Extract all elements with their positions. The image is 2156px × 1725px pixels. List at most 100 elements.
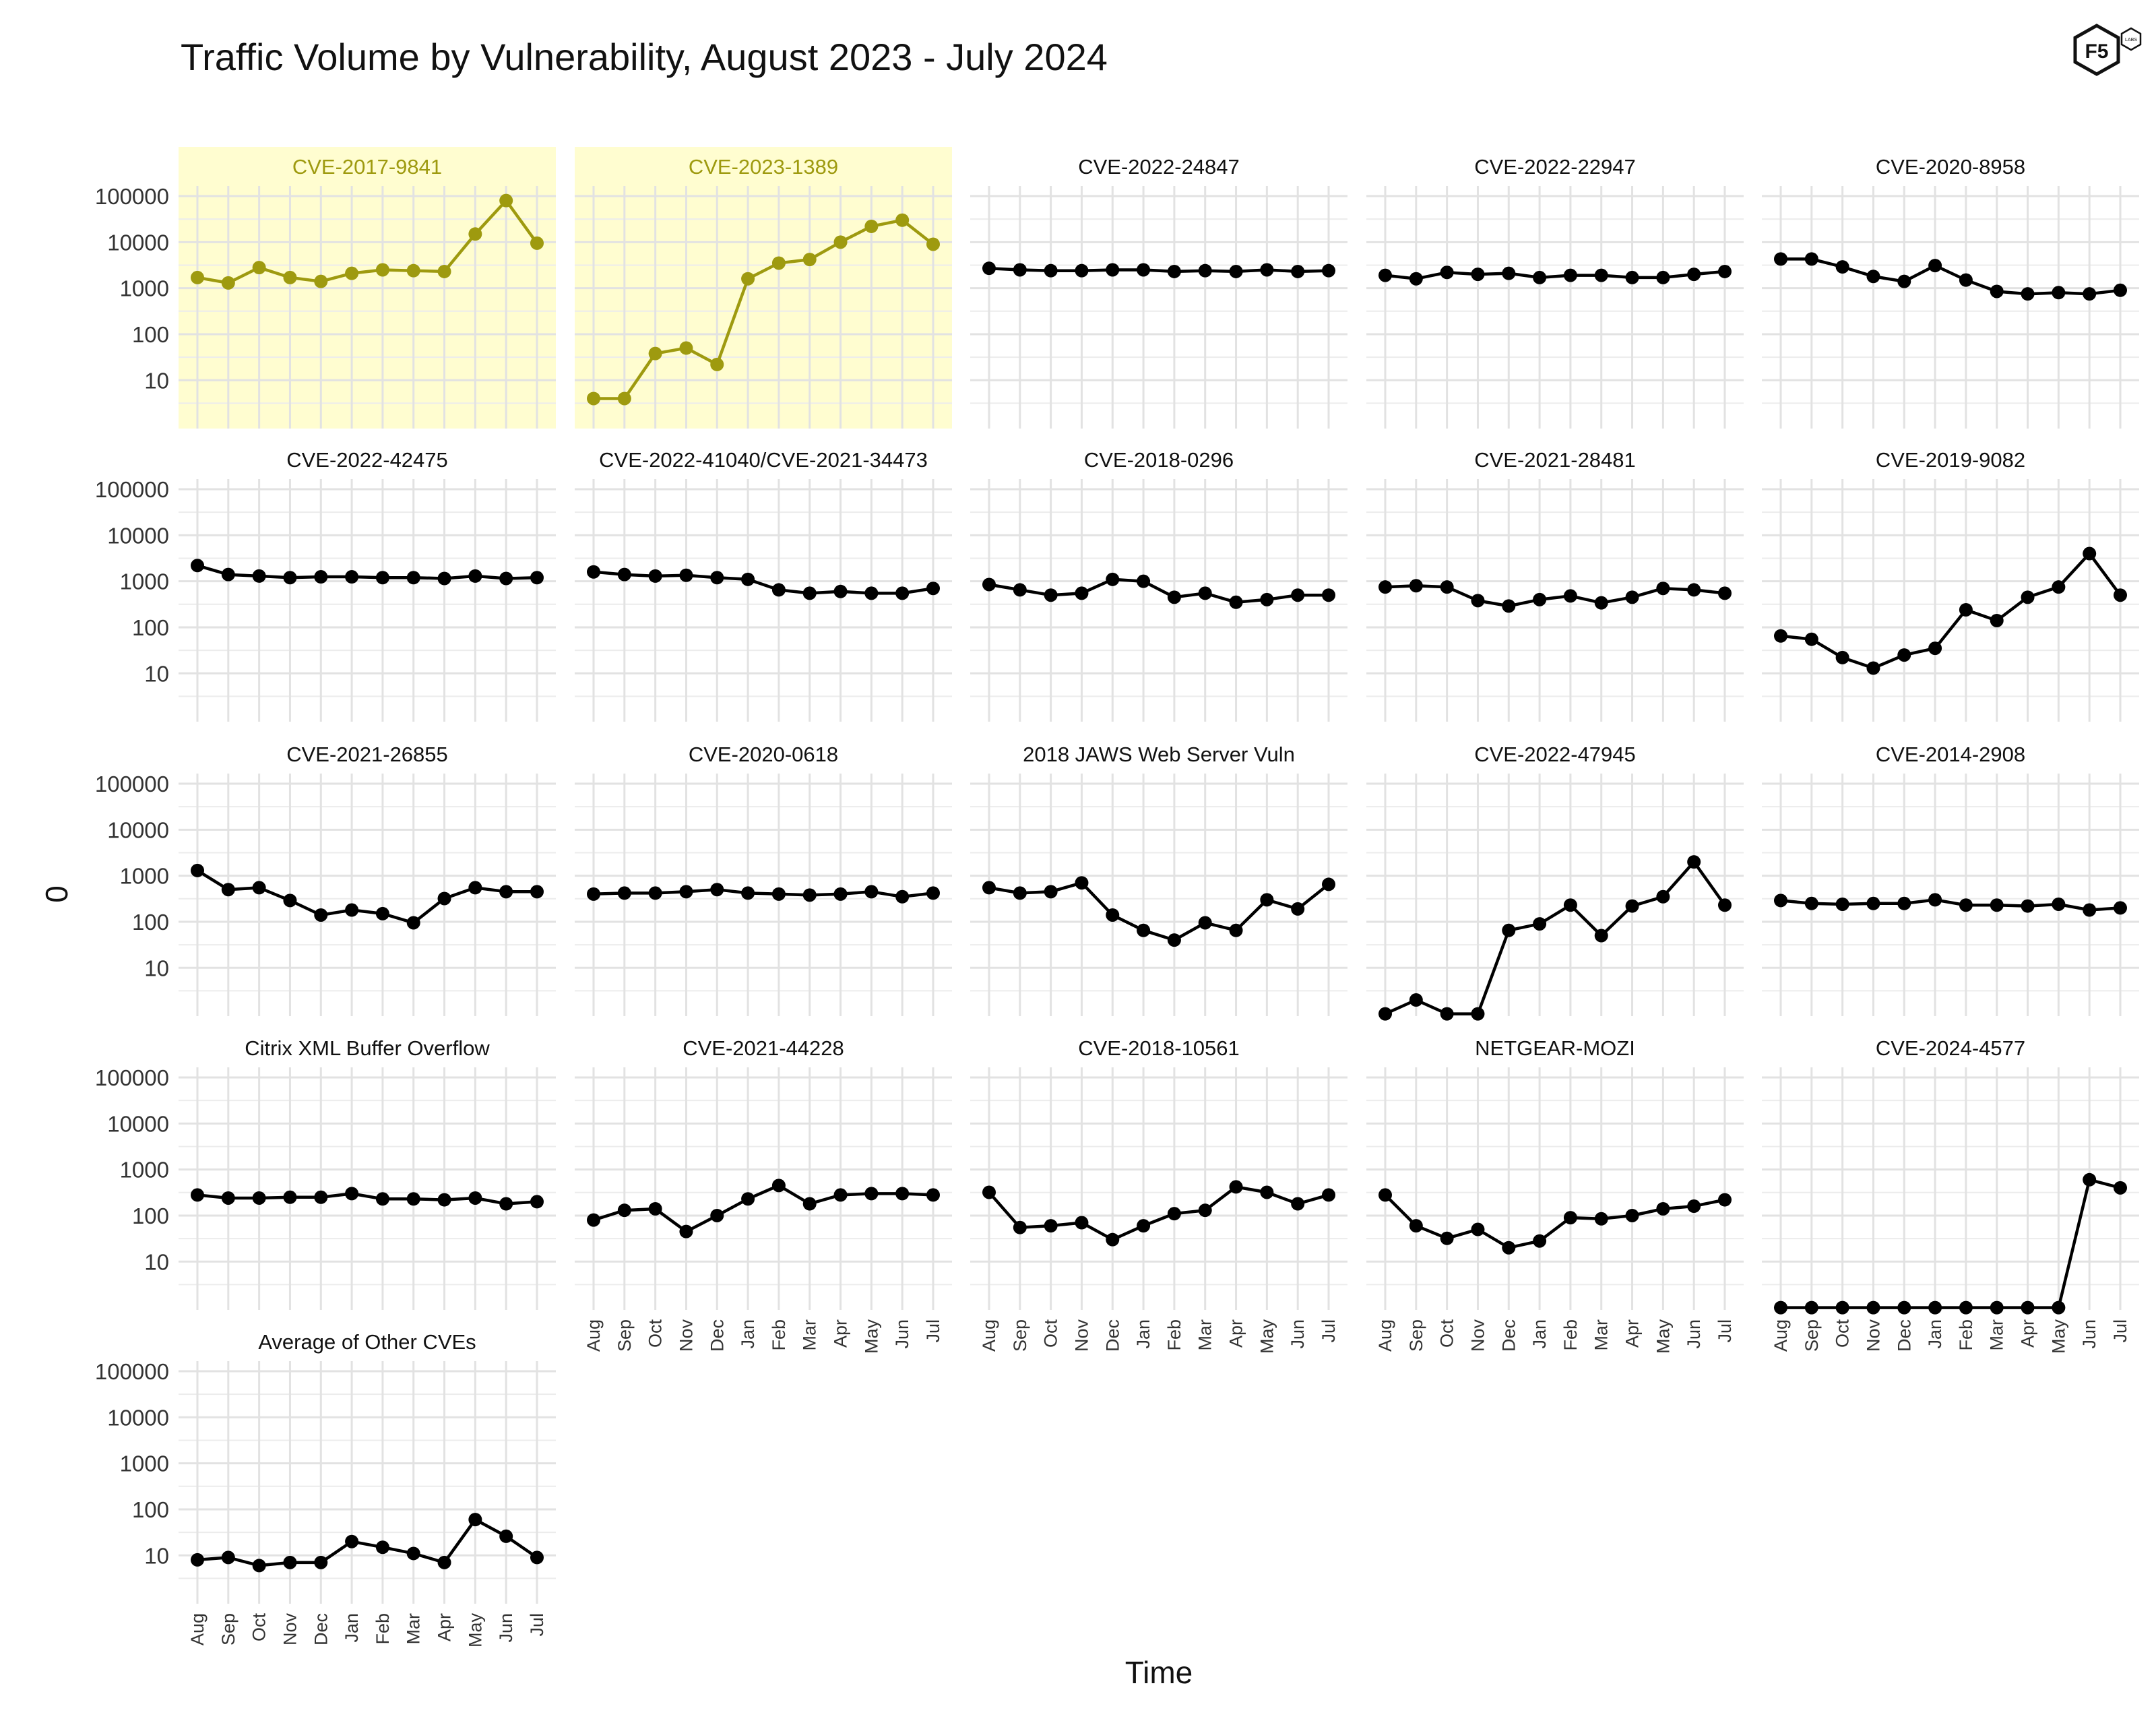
x-tick-label: Feb [373,1613,393,1645]
y-tick-label: 1000 [120,569,169,594]
data-point [864,219,879,233]
panel-title: CVE-2021-28481 [1474,448,1636,472]
data-point [895,213,910,227]
data-point [1167,264,1181,278]
panel-cve-2018-10561: CVE-2018-10561 Aug Sep Oct Nov Dec Jan Feb Mar Ap… [970,1036,1348,1354]
data-point [1774,252,1787,266]
f5-labs-logo: F5 LABS [2073,24,2142,76]
x-tick-label: May [2048,1319,2068,1354]
data-point [741,886,755,900]
data-point [530,1195,544,1209]
data-point [1897,1300,1911,1315]
data-point [1625,590,1639,604]
data-point [1959,1300,1973,1315]
data-point [283,893,297,908]
y-tick-label: 10000 [107,817,169,842]
data-point [252,881,266,895]
panel-title: CVE-2024-4577 [1876,1036,2025,1060]
x-tick-label: Aug [1375,1319,1395,1352]
panel-cve-2021-26855: CVE-2021-26855 10 100 1000 10000 100000 [95,743,556,1016]
x-tick-label: Jun [1684,1319,1704,1349]
data-point [1594,1212,1608,1226]
data-point [1563,898,1577,912]
x-tick-label: Oct [645,1319,666,1348]
data-point [1928,259,1942,273]
x-tick-label: Jan [1529,1319,1550,1349]
data-point [1198,916,1212,930]
data-point [741,1192,755,1206]
x-tick-label: Feb [1956,1319,1976,1351]
data-point [437,571,451,586]
data-point [1687,1199,1701,1214]
series-line [196,869,537,924]
x-tick-label: Jul [527,1613,547,1637]
data-point [1137,574,1151,588]
data-point [1440,265,1454,280]
x-tick-label: Sep [614,1319,635,1352]
y-tick-label: 10 [144,1249,169,1274]
data-point [2052,286,2066,300]
y-tick-label: 100000 [95,184,169,209]
data-point [530,236,544,250]
data-point [710,1208,724,1222]
data-point [191,270,204,284]
data-point [1866,661,1880,675]
data-point [895,586,910,600]
series-line [1384,1193,1725,1249]
x-tick-label: Aug [979,1319,999,1352]
data-point [2114,283,2127,297]
data-point [1106,908,1120,922]
data-point [1260,263,1274,277]
data-point [771,1179,786,1193]
x-tick-label: Jul [923,1319,943,1343]
data-point [1167,933,1181,947]
x-tick-label: Sep [1010,1319,1030,1352]
data-point [468,1513,482,1527]
data-point [587,887,600,901]
panel-netgear-mozi: NETGEAR-MOZI Aug Sep Oct Nov Dec Jan Feb Mar Apr M… [1366,1036,1744,1354]
x-tick-label: Feb [769,1319,789,1351]
panel-title: CVE-2021-44228 [683,1036,844,1060]
y-tick-label: 100000 [95,1065,169,1090]
x-tick-label: Jul [1715,1319,1735,1343]
data-point [1625,1208,1639,1222]
data-point [252,1559,266,1573]
data-point [2021,899,2035,913]
data-point [1804,252,1818,266]
data-point [468,227,482,241]
data-point [1959,898,1973,912]
data-point [1378,1188,1392,1202]
x-tick-label: May [1257,1319,1277,1354]
data-point [191,559,204,573]
x-tick-label: Oct [1041,1319,1061,1348]
y-tick-label: 1000 [120,276,169,301]
data-point [1928,893,1942,907]
data-point [2083,546,2097,561]
y-tick-label: 10 [144,368,169,393]
x-tick-label: Mar [404,1613,424,1645]
data-point [802,253,817,267]
data-point [191,863,204,877]
x-tick-label: May [861,1319,881,1354]
data-point [314,274,328,288]
data-point [802,1197,817,1211]
x-tick-label: Apr [1226,1319,1246,1348]
data-point [1990,898,2004,912]
panel-title: Average of Other CVEs [258,1330,476,1354]
x-tick-label: Aug [1771,1319,1791,1352]
data-point [1409,1219,1423,1233]
data-point [926,886,940,900]
data-point [406,916,420,930]
data-point [1990,613,2004,627]
data-point [1044,588,1058,602]
logo-subtext: LABS [2125,38,2137,42]
data-point [1594,929,1608,943]
x-tick-label: Jun [496,1613,516,1643]
data-point [1471,1007,1485,1021]
x-tick-label: Dec [1498,1319,1519,1352]
y-tick-label: 100000 [95,772,169,796]
y-tick-label: 10 [144,661,169,686]
data-point [1409,579,1423,593]
data-point [1656,889,1670,904]
data-point [833,887,848,901]
